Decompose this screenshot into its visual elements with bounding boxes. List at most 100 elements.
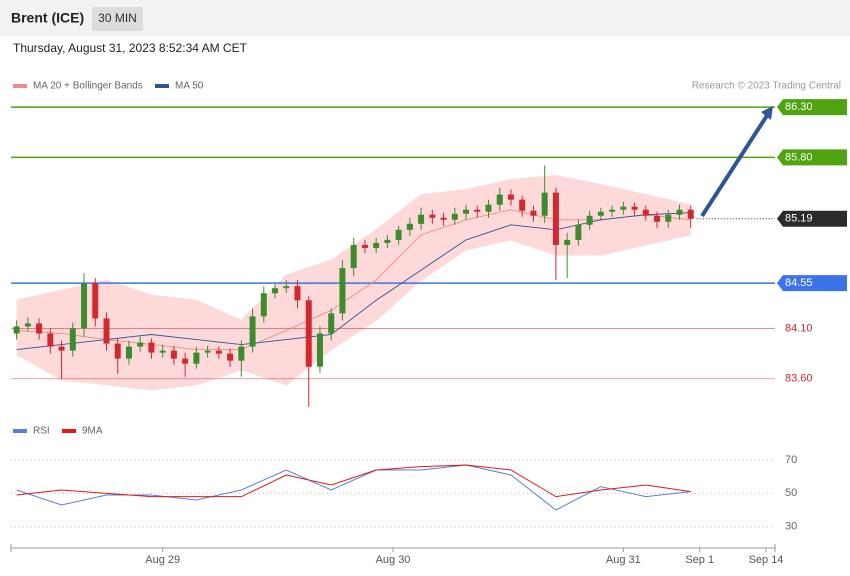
x-tick-label: Sep 1 — [685, 554, 714, 566]
candle-body — [507, 194, 514, 200]
candle-body — [69, 328, 76, 351]
candle-body — [36, 323, 43, 334]
candle-body — [272, 288, 279, 294]
candle-body — [687, 209, 694, 219]
level-label-box — [777, 275, 847, 292]
candle-body — [148, 342, 155, 353]
candle-body — [182, 358, 189, 364]
candle-body — [339, 268, 346, 314]
legend-swatch — [13, 429, 27, 433]
candle-body — [193, 352, 200, 364]
candle-body — [24, 323, 31, 327]
candle-body — [575, 224, 582, 240]
candle-body — [260, 293, 267, 317]
candle-body — [620, 206, 627, 210]
level-label-box — [777, 99, 847, 116]
candle-body — [485, 204, 492, 212]
candle-body — [13, 326, 20, 334]
y-tick-label: 50 — [785, 487, 797, 499]
level-label-box — [777, 210, 847, 227]
x-tick-label: Sep 14 — [749, 554, 784, 566]
candle-body — [530, 210, 537, 216]
level-label: 84.55 — [785, 277, 813, 289]
candle-body — [384, 239, 391, 243]
indicator-line — [16, 464, 691, 498]
candle-body — [47, 333, 54, 347]
candle-body — [215, 350, 222, 354]
indicator-line — [16, 464, 691, 511]
level-label: 83.60 — [785, 373, 813, 385]
candle-body — [552, 192, 559, 245]
candle-body — [159, 350, 166, 353]
candle-body — [676, 209, 683, 215]
candle-body — [137, 342, 144, 347]
candle-body — [283, 286, 290, 289]
bollinger-lower — [16, 234, 691, 391]
legend-swatch — [155, 84, 169, 88]
level-label: 86.30 — [785, 101, 813, 113]
candle-body — [597, 211, 604, 216]
candle-body — [654, 215, 661, 222]
interval-badge — [92, 7, 143, 31]
y-tick-label: 30 — [785, 521, 797, 533]
candle-body — [328, 313, 335, 334]
rsi-panel: 30 50 70 Aug 29 Aug 30 Aug 31 Sep 1 Sep 14 — [11, 454, 797, 566]
legend-swatch — [62, 429, 76, 433]
interval-label: 30 MIN — [98, 11, 137, 25]
candle-body — [665, 214, 672, 222]
candle-body — [418, 214, 425, 224]
instrument-title: Brent (ICE) — [11, 10, 84, 26]
level-label: 84.10 — [785, 322, 813, 334]
candle-body — [238, 346, 245, 361]
x-tick-label: Aug 31 — [606, 554, 641, 566]
candle-body — [631, 206, 638, 210]
candle-body — [564, 239, 571, 245]
candle-body — [361, 244, 368, 248]
candle-body — [350, 244, 357, 269]
candle-body — [58, 346, 65, 351]
level-label: 85.19 — [785, 213, 813, 225]
candle-body — [373, 242, 380, 248]
candle-body — [103, 318, 110, 344]
legend-label: 9MA — [82, 426, 103, 437]
candle-body — [642, 209, 649, 216]
candle-body — [429, 214, 436, 218]
candle-body — [463, 209, 470, 214]
legend-label: MA 20 + Bollinger Bands — [33, 81, 143, 92]
candle-body — [294, 286, 301, 301]
candle-body — [305, 300, 312, 367]
candle-body — [316, 333, 323, 367]
level-label: 85.80 — [785, 151, 813, 163]
candle-body — [406, 223, 413, 230]
candle-body — [474, 209, 481, 212]
candle-body — [170, 350, 177, 359]
credit: Research © 2023 Trading Central — [692, 81, 841, 92]
legend-swatch — [13, 84, 27, 88]
legend-label: MA 50 — [175, 81, 204, 92]
candle-body — [81, 283, 88, 329]
candle-body — [204, 350, 211, 353]
datetime: Thursday, August 31, 2023 8:52:34 AM CET — [13, 41, 248, 55]
x-tick-label: Aug 29 — [145, 554, 180, 566]
candle-body — [92, 283, 99, 319]
candle-body — [395, 229, 402, 240]
candle-body — [496, 194, 503, 205]
candle-body — [609, 209, 616, 212]
candle-body — [541, 192, 548, 216]
candle-body — [227, 353, 234, 361]
candle-body — [114, 343, 121, 359]
candle-body — [519, 199, 526, 211]
level-label-box — [777, 149, 847, 166]
y-tick-label: 70 — [785, 454, 797, 466]
candle-body — [586, 215, 593, 225]
candle-body — [451, 213, 458, 220]
forecast-arrowhead — [761, 106, 773, 120]
x-tick-label: Aug 30 — [376, 554, 411, 566]
forecast-arrow — [700, 112, 770, 218]
candle-body — [440, 217, 447, 220]
legend-label: RSI — [33, 426, 50, 437]
candle-body — [249, 316, 256, 347]
candle-body — [125, 346, 132, 359]
price-panel: 86.30 85.80 85.19 84.55 84.10 83.60 — [11, 99, 847, 407]
